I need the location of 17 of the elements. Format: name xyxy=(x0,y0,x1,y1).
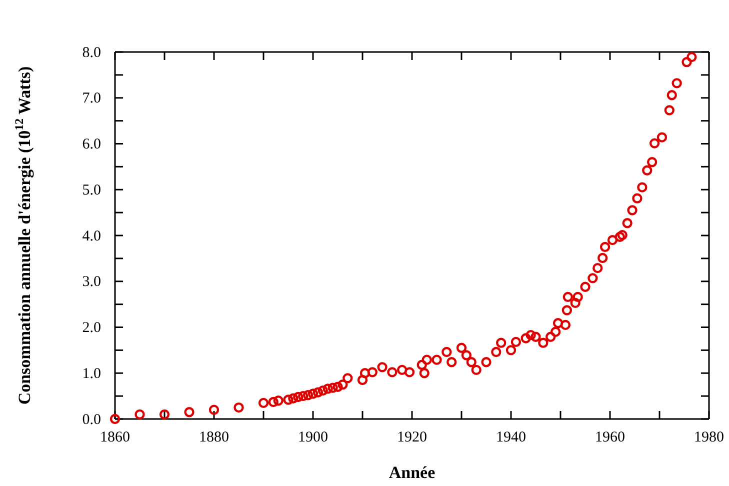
y-tick-label: 4.0 xyxy=(82,228,101,244)
x-tick-label: 1920 xyxy=(397,430,427,446)
y-tick-label: 2.0 xyxy=(82,320,101,336)
x-tick-label: 1940 xyxy=(496,430,526,446)
y-tick-label: 8.0 xyxy=(82,44,101,61)
x-axis-title: Année xyxy=(388,463,436,482)
x-tick-label: 1860 xyxy=(100,430,130,446)
y-tick-label: 6.0 xyxy=(82,136,101,153)
y-tick-label: 0.0 xyxy=(82,412,101,428)
y-tick-label: 5.0 xyxy=(82,182,101,198)
x-tick-label: 1880 xyxy=(199,430,229,446)
y-tick-label: 7.0 xyxy=(82,90,101,107)
x-tick-label: 1900 xyxy=(298,430,328,446)
y-tick-label: 3.0 xyxy=(82,274,101,290)
x-tick-label: 1960 xyxy=(595,430,625,446)
x-tick-label: 1980 xyxy=(694,430,724,446)
y-tick-label: 1.0 xyxy=(82,366,101,382)
